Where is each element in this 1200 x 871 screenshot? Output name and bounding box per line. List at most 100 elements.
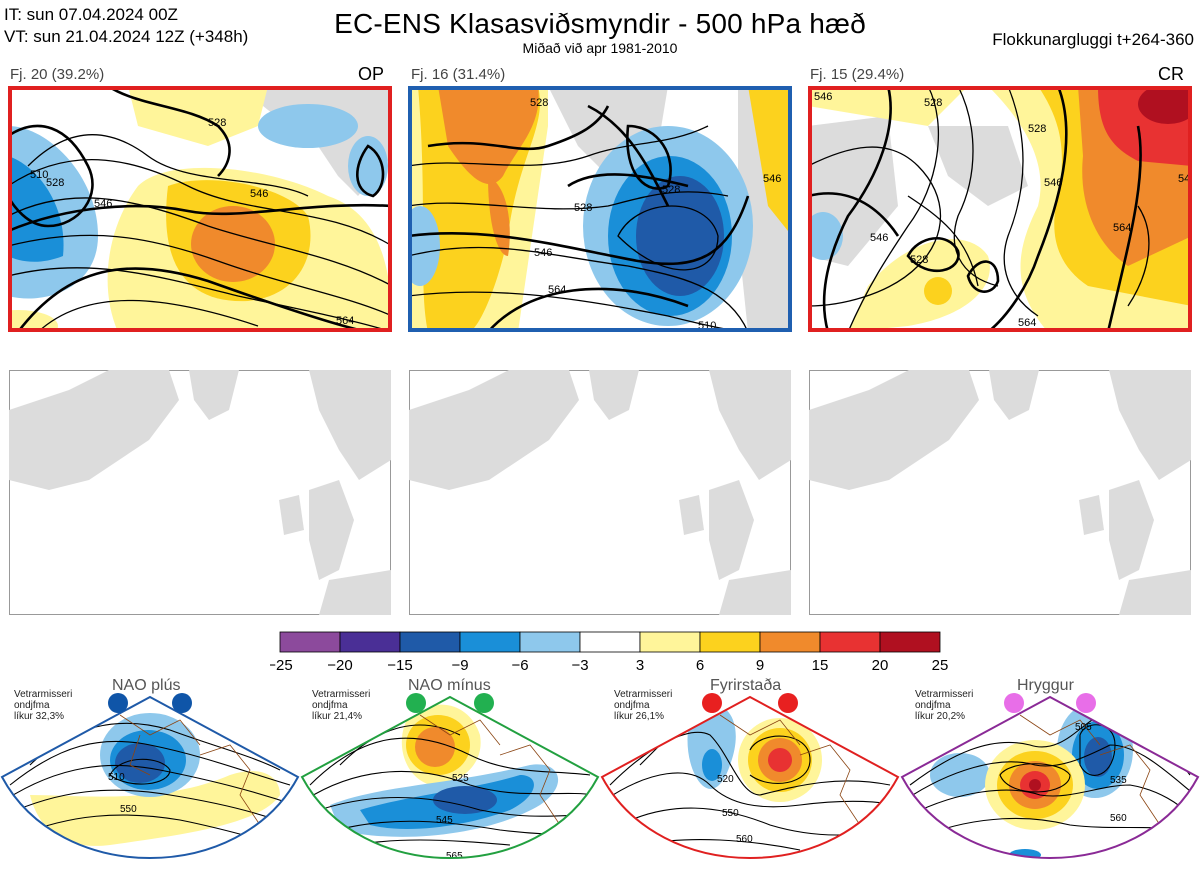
landmass <box>9 370 179 490</box>
regime-season: Vetrarmisseri <box>614 689 673 700</box>
regime-nao-minus-info: Vetrarmisseri ondjfma líkur 21,4% <box>312 689 370 722</box>
colorbar-swatch <box>339 631 401 653</box>
contour-label: 550 <box>120 804 137 815</box>
contour-label: 546 <box>1044 177 1062 189</box>
cluster-3-tag: CR <box>1158 64 1184 84</box>
anomaly-positive <box>924 277 952 305</box>
contour-label: 546 <box>250 188 268 200</box>
colorbar-tick-label: −25 <box>270 657 293 674</box>
landmass <box>589 370 639 420</box>
contour-label: 564 <box>1018 317 1036 329</box>
regime-nao-plus-info: Vetrarmisseri ondjfma líkur 32,3% <box>14 689 72 722</box>
regime-nao-minus-title: NAO mínus <box>408 677 491 694</box>
regime-probability: líkur 32,3% <box>14 711 65 722</box>
regime-nao-minus: 525 545 565 <box>300 693 600 859</box>
regime-nao-plus-dot <box>108 693 128 713</box>
regime-season: Vetrarmisseri <box>14 689 73 700</box>
contour-label: 564 <box>548 284 566 296</box>
contour-label: 550 <box>722 808 739 819</box>
contour-label: 528 <box>924 97 942 109</box>
regime-nao-plus-title: NAO plús <box>112 677 181 694</box>
landmass <box>809 370 979 490</box>
regime-nao-plus: 510 550 <box>0 693 300 859</box>
cluster-3-map: 546 528 528 546 564 528 546 564 546 <box>808 86 1192 332</box>
colorbar-swatch <box>759 631 821 653</box>
contour-label: 546 <box>763 173 781 185</box>
anomaly-negative <box>930 753 990 797</box>
colorbar-tick-label: 3 <box>636 657 644 674</box>
contour-label: 545 <box>436 815 453 826</box>
regime-months: ondjfma <box>14 700 50 711</box>
regime-nao-plus-border <box>0 695 300 859</box>
landmass <box>709 480 754 580</box>
contour-label: 560 <box>736 834 753 845</box>
colorbar-tick-label: 25 <box>932 657 949 674</box>
colorbar-swatch <box>879 631 941 653</box>
contour-label: 564 <box>336 315 354 327</box>
cluster-1-map: 510 528 546 546 528 564 <box>8 86 392 332</box>
colorbar-swatch <box>699 631 761 653</box>
colorbar-tick-label: −20 <box>327 657 352 674</box>
contour-label: 546 <box>870 232 888 244</box>
anomaly-negative <box>433 786 497 814</box>
anomaly-positive <box>191 206 275 282</box>
regime-blocking-dot <box>702 693 722 713</box>
colorbar-swatch <box>279 631 341 653</box>
colorbar-swatch <box>459 631 521 653</box>
cluster-2-border <box>408 86 792 332</box>
anomaly-positive <box>768 748 792 772</box>
contour-label: 528 <box>530 97 548 109</box>
landmass <box>189 370 239 420</box>
colorbar-swatch <box>519 631 581 653</box>
regime-months: ondjfma <box>312 700 348 711</box>
anomaly-negative <box>258 104 358 148</box>
regime-blocking-dot <box>778 693 798 713</box>
landmass <box>679 495 704 535</box>
anomaly-negative <box>115 743 165 783</box>
anomaly-positive <box>1138 86 1192 124</box>
regime-ridge: 505 535 560 <box>900 693 1200 859</box>
regime-season: Vetrarmisseri <box>312 689 371 700</box>
landmass <box>709 370 791 480</box>
vt-line: VT: sun 21.04.2024 12Z (+348h) <box>4 27 249 46</box>
cluster-2-map: 528 528 528 546 564 546 510 <box>408 86 792 332</box>
landmass <box>1119 570 1191 615</box>
colorbar-tick-label: 9 <box>756 657 764 674</box>
cluster-1-tag: OP <box>358 64 385 84</box>
regime-blocking-title: Fyrirstaða <box>710 677 782 694</box>
contour-label: 528 <box>662 184 680 196</box>
regime-probability: líkur 20,2% <box>915 711 966 722</box>
contour-label: 525 <box>452 773 469 784</box>
regime-ridge-dot <box>1076 693 1096 713</box>
regime-blocking-border <box>600 695 900 859</box>
contour-label: 546 <box>534 247 552 259</box>
regime-ridge-info: Vetrarmisseri ondjfma líkur 20,2% <box>915 689 973 722</box>
empty-map-2 <box>409 370 791 615</box>
regime-season: Vetrarmisseri <box>915 689 974 700</box>
regime-probability: líkur 26,1% <box>614 711 665 722</box>
regime-probability: líkur 21,4% <box>312 711 363 722</box>
anomaly-positive <box>438 86 539 185</box>
it-line: IT: sun 07.04.2024 00Z <box>4 5 178 24</box>
colorbar-swatch <box>399 631 461 653</box>
landmass <box>309 370 391 480</box>
regime-nao-plus-dot <box>172 693 192 713</box>
classification-window: Flokkunargluggi t+264-360 <box>992 30 1194 49</box>
colorbar-tick-label: −3 <box>571 657 588 674</box>
anomaly-negative <box>408 206 440 286</box>
contour-label: 528 <box>910 254 928 266</box>
regime-nao-minus-dot <box>406 693 426 713</box>
contour-label: 564 <box>1113 222 1131 234</box>
contour-label: 535 <box>1110 775 1127 786</box>
anomaly-positive <box>808 86 968 126</box>
run-info: IT: sun 07.04.2024 00Z VT: sun 21.04.202… <box>4 4 248 48</box>
landmass <box>989 370 1039 420</box>
anomaly-negative <box>702 749 722 781</box>
contour-label: 510 <box>30 169 48 181</box>
landmass <box>1079 495 1104 535</box>
contour-label: 505 <box>1075 722 1092 733</box>
landmass <box>279 495 304 535</box>
regime-nao-minus-dot <box>474 693 494 713</box>
cluster-3-label: Fj. 15 (29.4%) <box>810 66 905 83</box>
regime-blocking: 520 550 560 <box>600 693 900 859</box>
